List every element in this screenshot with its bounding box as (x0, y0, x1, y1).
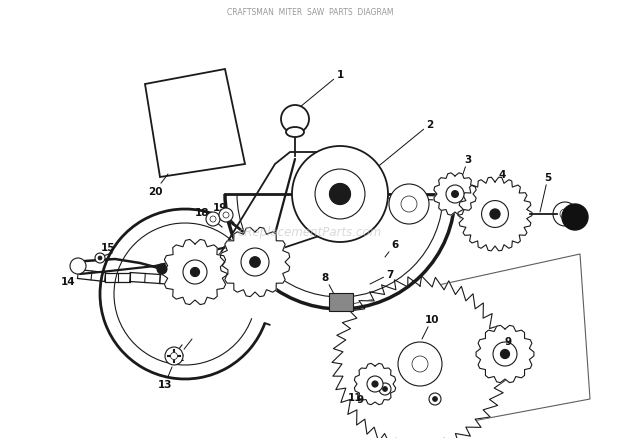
Text: 10: 10 (422, 314, 439, 339)
Polygon shape (162, 240, 228, 305)
Circle shape (433, 396, 438, 402)
Circle shape (170, 353, 177, 360)
Circle shape (157, 265, 167, 274)
Circle shape (451, 191, 458, 198)
Circle shape (190, 268, 200, 277)
Circle shape (412, 356, 428, 372)
Text: 20: 20 (148, 175, 168, 197)
Text: 8: 8 (321, 272, 335, 297)
Circle shape (398, 342, 442, 386)
Circle shape (446, 186, 464, 204)
Polygon shape (355, 364, 396, 405)
Circle shape (372, 381, 378, 387)
Text: 7: 7 (370, 269, 394, 284)
Circle shape (493, 342, 517, 366)
Circle shape (165, 347, 183, 365)
Polygon shape (476, 325, 534, 383)
Text: 12: 12 (170, 339, 192, 362)
Text: 17: 17 (237, 252, 255, 262)
Circle shape (223, 212, 229, 219)
Text: CRAFTSMAN  MITER  SAW  PARTS  DIAGRAM: CRAFTSMAN MITER SAW PARTS DIAGRAM (227, 8, 393, 17)
Circle shape (210, 216, 216, 223)
Circle shape (206, 212, 220, 226)
Circle shape (281, 106, 309, 134)
Circle shape (329, 184, 350, 205)
Polygon shape (458, 178, 532, 251)
Text: 11: 11 (348, 386, 373, 402)
Circle shape (292, 147, 388, 243)
Circle shape (490, 209, 500, 219)
Circle shape (95, 254, 105, 263)
Ellipse shape (286, 128, 304, 138)
Circle shape (553, 202, 577, 226)
Circle shape (183, 261, 207, 284)
Circle shape (429, 393, 441, 405)
Circle shape (401, 197, 417, 212)
Polygon shape (434, 173, 476, 215)
Text: 19: 19 (213, 202, 228, 215)
Circle shape (315, 170, 365, 219)
Circle shape (562, 205, 588, 230)
Circle shape (98, 256, 102, 261)
Polygon shape (332, 276, 508, 438)
Circle shape (219, 208, 233, 223)
Text: 3: 3 (458, 155, 472, 190)
Text: 4: 4 (495, 170, 506, 209)
Text: 16: 16 (170, 262, 192, 272)
Circle shape (250, 257, 260, 268)
FancyBboxPatch shape (329, 293, 353, 311)
Circle shape (379, 383, 391, 395)
Text: 2: 2 (375, 120, 433, 170)
Circle shape (482, 201, 508, 228)
Circle shape (70, 258, 86, 274)
Text: 15: 15 (100, 243, 115, 258)
Text: 1: 1 (300, 70, 343, 108)
Text: 5: 5 (540, 173, 552, 212)
Text: 13: 13 (157, 367, 172, 389)
Polygon shape (220, 228, 290, 297)
Circle shape (500, 350, 510, 359)
Polygon shape (145, 70, 245, 177)
Text: 14: 14 (61, 272, 78, 286)
Circle shape (389, 184, 429, 225)
Circle shape (383, 387, 388, 392)
Text: 9: 9 (356, 394, 363, 404)
Text: 9: 9 (505, 336, 511, 346)
Circle shape (367, 376, 383, 392)
Circle shape (241, 248, 269, 276)
Circle shape (560, 209, 570, 219)
Text: eReplacementParts.com: eReplacementParts.com (238, 226, 382, 239)
Text: 18: 18 (195, 208, 213, 219)
Text: 6: 6 (385, 240, 399, 258)
